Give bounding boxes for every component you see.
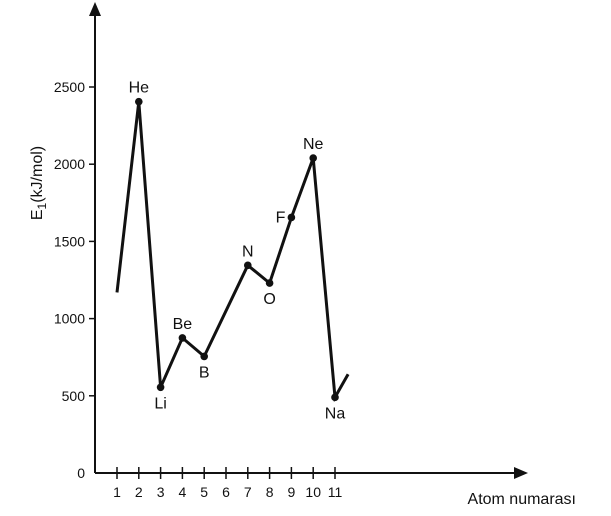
x-tick-label: 6	[222, 484, 230, 500]
y-tick-label: 0	[77, 465, 85, 481]
y-tick-label: 1000	[54, 311, 85, 327]
ticks: 0 500 1000 1500 2000 2500 1 2 3 4 5 6 7 8 9 10 11	[54, 79, 343, 500]
x-tick-label: 8	[266, 484, 274, 500]
data-point-f	[287, 213, 296, 222]
point-label-ne: Ne	[303, 136, 324, 153]
x-axis-arrow	[514, 467, 528, 479]
x-tick-label: 11	[328, 484, 343, 500]
point-label-b: B	[199, 364, 210, 381]
y-axis-arrow	[89, 2, 101, 16]
point-labels: He Li Be B N O F Ne Na	[129, 80, 346, 423]
x-tick-label: 9	[288, 484, 296, 500]
point-label-f: F	[276, 209, 286, 226]
y-axis-title: E1(kJ/mol)	[29, 146, 49, 220]
x-tick-label: 5	[200, 484, 208, 500]
x-tick-label: 4	[179, 484, 187, 500]
point-label-n: N	[242, 243, 254, 260]
x-tick-label: 10	[305, 484, 321, 500]
point-label-na: Na	[325, 405, 346, 422]
point-label-be: Be	[173, 316, 193, 333]
series	[115, 97, 350, 403]
x-tick-label: 3	[157, 484, 165, 500]
point-label-he: He	[129, 80, 150, 97]
data-point-he	[135, 97, 143, 106]
point-label-li: Li	[154, 395, 166, 412]
data-point-li	[156, 383, 165, 392]
data-point-n	[244, 261, 252, 270]
data-point-ne	[309, 154, 318, 162]
data-point-o	[265, 279, 274, 287]
x-axis-title: Atom numarası	[468, 491, 576, 508]
y-tick-label: 2500	[54, 79, 85, 95]
data-point-na	[331, 393, 339, 402]
x-tick-label: 7	[244, 484, 252, 500]
y-tick-label: 1500	[54, 233, 85, 249]
data-point-be	[178, 334, 187, 342]
point-label-o: O	[263, 291, 275, 308]
x-tick-label: 1	[113, 484, 121, 500]
x-tick-label: 2	[135, 484, 143, 500]
data-point-b	[200, 352, 208, 361]
y-tick-label: 500	[62, 388, 86, 404]
y-tick-label: 2000	[54, 156, 85, 172]
